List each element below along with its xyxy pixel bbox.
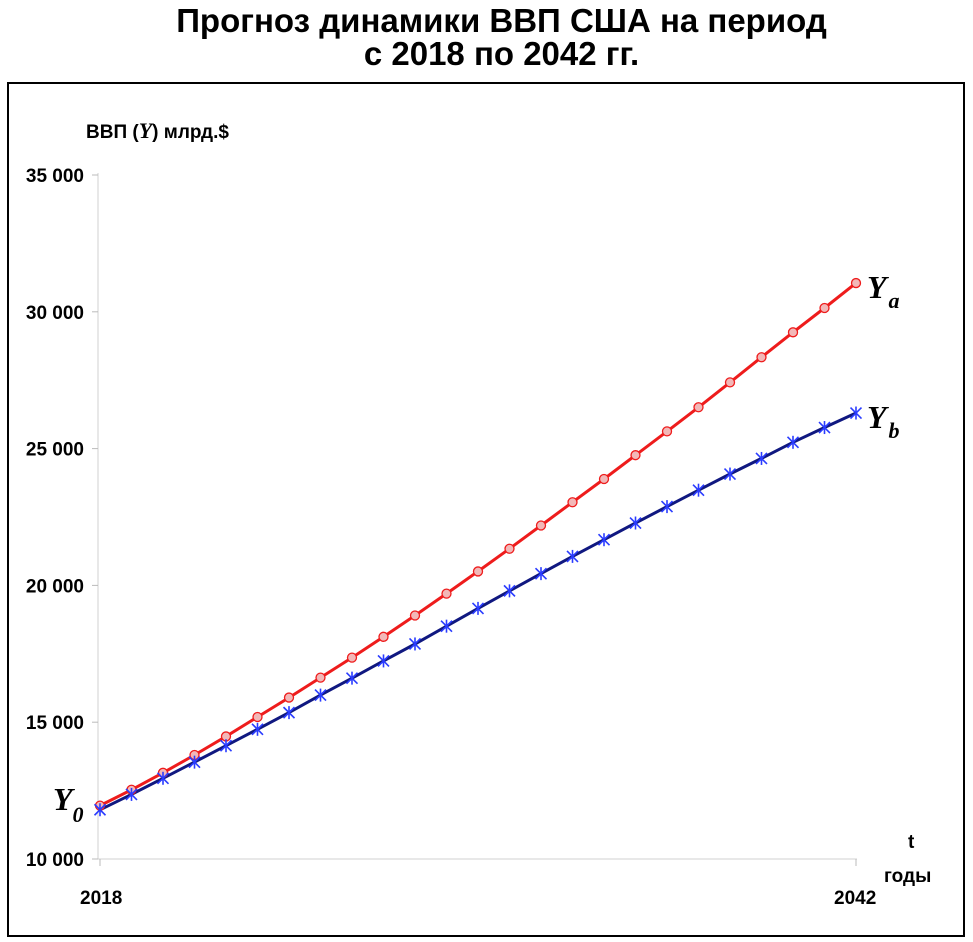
y-tick-label: 20 000 [26, 576, 84, 597]
data-point-a [567, 497, 578, 508]
data-point-b [534, 567, 548, 581]
x-axis-label-t: t [908, 832, 915, 853]
data-point-a [472, 566, 484, 577]
data-point-a [346, 652, 358, 663]
data-point-b [660, 500, 674, 514]
data-point-a [535, 520, 547, 531]
data-point-b [188, 755, 201, 769]
y-axis-label: ВВП (Y) млрд.$ [86, 118, 229, 143]
y-tick-label: 15 000 [26, 713, 84, 734]
data-point-a [598, 473, 610, 485]
data-point-a [630, 450, 641, 461]
data-point-a [409, 610, 421, 621]
data-point-b [156, 771, 170, 785]
series-label-ya: Ya [867, 269, 900, 313]
data-point-a [504, 543, 515, 554]
data-point-b [629, 516, 642, 530]
data-point-a [724, 377, 736, 388]
data-point-b [251, 722, 264, 736]
data-point-b [282, 706, 296, 720]
data-point-a [441, 588, 452, 599]
data-point-b [755, 451, 768, 465]
chart-title: Прогноз динамики ВВП США на период с 201… [0, 4, 973, 70]
series-label-yb: Yb [867, 399, 900, 443]
data-point-b [818, 421, 831, 435]
data-point-b [849, 406, 863, 420]
data-point-a [693, 402, 704, 413]
data-point-b [471, 601, 485, 615]
data-point-a [756, 352, 767, 363]
data-point-a [252, 711, 263, 723]
y-tick-label: 30 000 [26, 303, 84, 324]
series-line-a [99, 281, 857, 807]
plot-frame [7, 82, 965, 937]
y-tick-label: 35 000 [26, 166, 84, 187]
data-point-b [125, 787, 138, 801]
data-point-b [503, 584, 516, 598]
data-point-b [314, 688, 327, 702]
data-point-a [850, 277, 862, 289]
data-point-b [692, 483, 705, 497]
x-tick-label: 2042 [834, 888, 876, 909]
data-point-b [345, 671, 359, 685]
chart-title-line2: с 2018 по 2042 гг. [363, 35, 640, 72]
data-point-a [283, 692, 295, 703]
x-tick-label: 2018 [80, 888, 122, 909]
data-point-a [661, 426, 673, 437]
data-point-a [819, 302, 830, 314]
data-point-a [787, 327, 799, 338]
x-axis-label-years: годы [884, 866, 931, 887]
y-tick-label: 25 000 [26, 440, 84, 461]
chart-title-line1: Прогноз динамики ВВП США на период [176, 2, 827, 39]
data-point-b [93, 803, 107, 817]
data-point-b [219, 739, 233, 753]
initial-value-label: Y0 [53, 781, 84, 827]
data-point-b [723, 467, 737, 481]
data-point-a [378, 631, 389, 642]
data-point-b [408, 637, 422, 651]
data-point-b [566, 549, 579, 563]
data-point-a [315, 672, 326, 683]
data-point-b [377, 654, 390, 668]
data-point-b [786, 435, 800, 449]
data-point-b [597, 533, 611, 547]
y-tick-label: 10 000 [26, 850, 84, 871]
data-point-b [440, 619, 453, 633]
